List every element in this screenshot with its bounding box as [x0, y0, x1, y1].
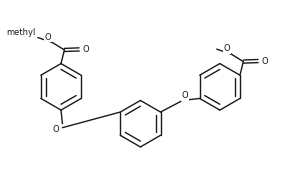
Text: O: O [181, 91, 188, 100]
Text: methyl: methyl [6, 28, 36, 37]
Text: O: O [83, 45, 89, 54]
Text: O: O [224, 44, 230, 53]
Text: O: O [262, 57, 268, 65]
Text: O: O [52, 125, 59, 134]
Text: O: O [45, 33, 51, 42]
